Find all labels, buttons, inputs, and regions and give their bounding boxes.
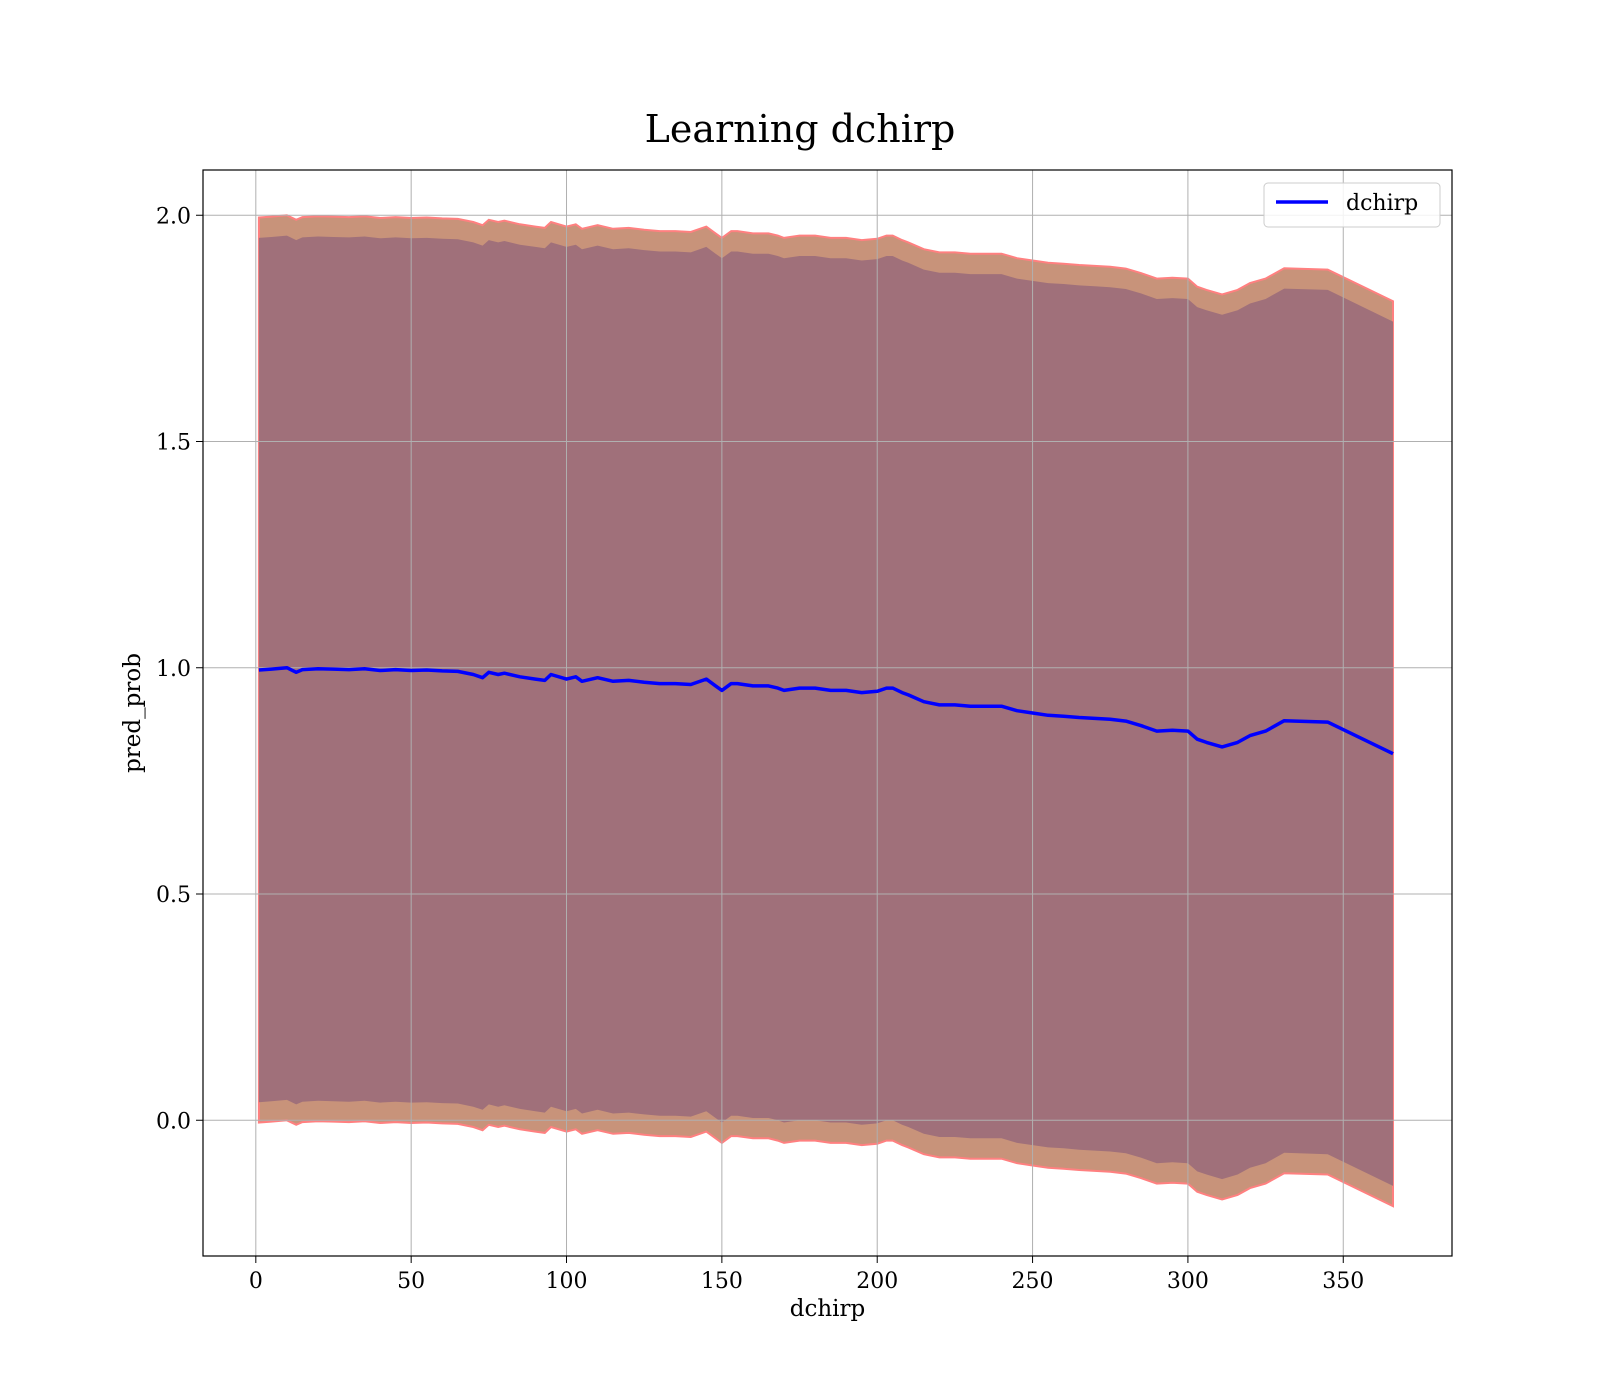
inner-uncertainty-band <box>258 235 1393 1186</box>
x-tick-group: 0 50 100 150 200 250 300 350 <box>249 1256 1364 1294</box>
x-tick-label: 150 <box>701 1269 743 1294</box>
y-tick-label: 1.5 <box>156 431 191 456</box>
series-line-dchirp <box>258 665 1394 756</box>
y-tick-label: 1.0 <box>156 657 191 682</box>
x-tick-label: 250 <box>1012 1269 1054 1294</box>
legend: dchirp <box>1263 182 1441 228</box>
y-tick-label: 0.5 <box>156 883 191 908</box>
x-tick-label: 300 <box>1167 1269 1209 1294</box>
legend-box <box>1263 182 1441 228</box>
legend-label-dchirp: dchirp <box>1346 191 1418 216</box>
x-tick-label: 200 <box>856 1269 898 1294</box>
y-tick-group: 0.0 0.5 1.0 1.5 2.0 <box>156 204 203 1134</box>
chart-title: Learning dchirp <box>645 107 956 151</box>
x-tick-label: 350 <box>1322 1269 1364 1294</box>
x-axis-label: dchirp <box>790 1296 866 1322</box>
y-tick-label: 0.0 <box>156 1109 191 1134</box>
y-tick-label: 2.0 <box>156 204 191 229</box>
x-tick-label: 0 <box>249 1269 263 1294</box>
x-tick-label: 100 <box>546 1269 588 1294</box>
inner-band-group <box>258 235 1393 1186</box>
series-line-group <box>258 665 1394 756</box>
x-tick-label: 50 <box>397 1269 425 1294</box>
plot-frame <box>202 169 1453 1257</box>
y-axis-label: pred_prob <box>120 653 146 773</box>
